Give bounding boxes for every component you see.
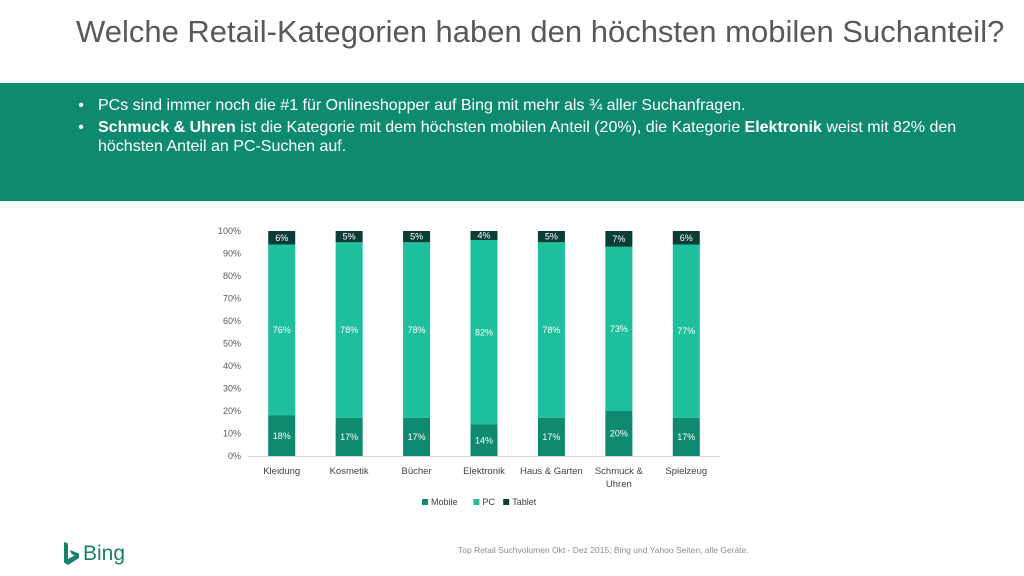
bar-segment-tablet <box>537 231 565 243</box>
bullet-text: weist mit 82% den höchsten Anteil an PC-… <box>98 119 957 155</box>
x-tick-label: Schmuck & <box>595 466 644 477</box>
data-label: 17% <box>340 432 358 442</box>
bar-segment-mobile <box>335 417 363 456</box>
bullet-bold: Schmuck & Uhren <box>98 119 236 136</box>
data-label: 17% <box>408 432 426 442</box>
bar-segment-mobile <box>268 415 296 456</box>
legend-swatch <box>422 499 428 505</box>
x-tick-label: Haus & Garten <box>520 466 583 477</box>
data-label: 20% <box>610 429 628 439</box>
bar-segment-pc <box>403 242 431 418</box>
bullet-dot: • <box>78 119 84 136</box>
summary-band <box>0 83 1024 201</box>
data-label: 6% <box>275 233 288 243</box>
legend-label: Tablet <box>512 497 537 507</box>
data-label: 7% <box>612 234 625 244</box>
data-label: 73% <box>610 324 628 334</box>
bar-segment-pc <box>605 246 633 411</box>
bar-segment-pc <box>335 242 363 418</box>
bar-segment-mobile <box>470 424 498 456</box>
bing-logo-text: Bing <box>83 542 126 565</box>
bar-segment-tablet <box>403 231 431 243</box>
y-tick-label: 70% <box>223 294 241 304</box>
y-tick-label: 60% <box>223 316 241 326</box>
data-label: 76% <box>273 325 291 335</box>
data-label: 5% <box>545 232 558 242</box>
x-tick-label: Elektronik <box>463 466 505 477</box>
y-tick-label: 40% <box>223 361 241 371</box>
stacked-bar-chart: 0% 10% 20% 30% 40% 50% 60% 70% 80% 90% 100% 18% 76% 6… <box>218 226 720 507</box>
bullet-text: PCs sind immer noch die #1 für Onlinesho… <box>98 97 746 114</box>
x-tick-label: Bücher <box>402 466 432 477</box>
y-tick-label: 20% <box>223 406 241 416</box>
bar-segment-tablet <box>672 231 700 245</box>
bar-segment-pc <box>470 240 498 425</box>
bullet-dot: • <box>78 97 84 114</box>
data-label: 17% <box>542 432 560 442</box>
page-title: Welche Retail-Kategorien haben den höchs… <box>76 14 1005 49</box>
bar-segment-tablet <box>470 231 498 240</box>
legend-swatch <box>503 499 510 505</box>
x-tick-label: Kleidung <box>263 466 300 477</box>
data-label: 78% <box>542 325 560 335</box>
bar-segment-mobile <box>672 417 700 456</box>
bar-segment-tablet <box>268 231 296 245</box>
bing-logo-icon <box>64 542 79 565</box>
y-tick-label: 100% <box>218 226 241 236</box>
data-label: 18% <box>273 431 291 441</box>
data-label: 14% <box>475 435 493 445</box>
y-tick-label: 90% <box>223 249 241 259</box>
source-note: Top Retail Suchvolumen Okt - Dez 2015; B… <box>458 545 749 555</box>
x-tick-label: Kosmetik <box>330 466 369 477</box>
data-label: 77% <box>677 326 695 336</box>
bullet-text: ist die Kategorie mit dem höchsten mobil… <box>235 119 745 136</box>
data-label: 6% <box>680 233 693 243</box>
y-tick-label: 10% <box>223 429 241 439</box>
legend-label: Mobile <box>431 497 458 507</box>
bar-segment-mobile <box>537 417 565 456</box>
bar-segment-mobile <box>403 417 431 456</box>
data-label: 17% <box>677 432 695 442</box>
summary-bullets: • PCs sind immer noch die #1 für Onlines… <box>74 96 984 159</box>
legend-swatch <box>473 499 480 505</box>
bar-segment-tablet <box>335 231 363 243</box>
bullet-bold: Elektronik <box>744 119 822 136</box>
bar-segment-mobile <box>605 411 633 456</box>
data-label: 82% <box>475 327 493 337</box>
data-label: 78% <box>408 325 426 335</box>
bing-logo: Bing <box>62 540 125 568</box>
bar-segment-pc <box>537 242 565 418</box>
y-tick-label: 0% <box>228 451 241 461</box>
bar-segment-pc <box>672 244 700 418</box>
bar-segment-tablet <box>605 231 633 247</box>
y-tick-label: 30% <box>223 384 241 394</box>
bullet-item: • PCs sind immer noch die #1 für Onlines… <box>74 96 984 115</box>
data-label: 78% <box>340 325 358 335</box>
y-tick-label: 50% <box>223 339 241 349</box>
legend-label: PC <box>482 497 495 507</box>
x-tick-label: Spielzeug <box>665 466 707 477</box>
bar-segment-pc <box>268 244 296 416</box>
data-label: 4% <box>477 231 490 241</box>
x-tick-label: Uhren <box>606 479 632 490</box>
y-tick-label: 80% <box>223 271 241 281</box>
data-label: 5% <box>410 232 423 242</box>
data-label: 5% <box>343 232 356 242</box>
bullet-item: • Schmuck & Uhren ist die Kategorie mit … <box>74 118 984 156</box>
